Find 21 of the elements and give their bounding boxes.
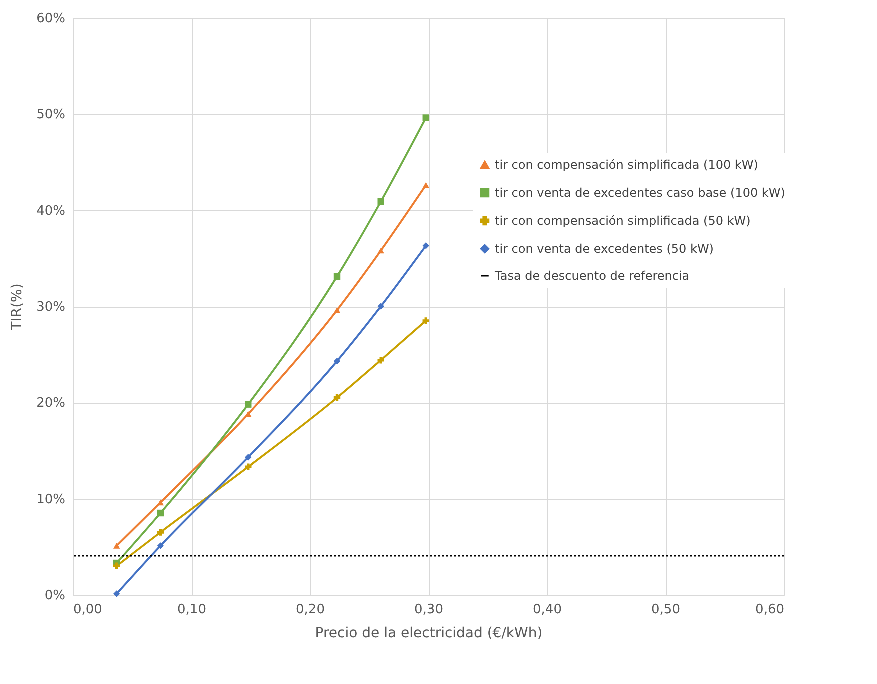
- x-tick-label: 0,00: [74, 602, 102, 618]
- y-tick-label: 30%: [36, 300, 66, 315]
- x-tick-label: 0,50: [652, 602, 680, 618]
- x-tick-label: 0,30: [414, 602, 444, 618]
- y-axis-title: TIR(%): [10, 284, 26, 332]
- y-tick-label: 10%: [36, 492, 66, 508]
- x-tick-label: 0,20: [296, 602, 325, 618]
- legend-label: tir con venta de excedentes caso base (100 kW): [495, 186, 786, 200]
- x-tick-label: 0,40: [533, 602, 562, 618]
- x-tick-label: 0,10: [178, 602, 206, 618]
- y-tick-label: 50%: [36, 108, 66, 123]
- x-axis-title: Precio de la electricidad (€/kWh): [315, 626, 543, 642]
- y-tick-label: 40%: [36, 204, 66, 219]
- y-tick-label: 20%: [36, 396, 66, 412]
- y-tick-label: 60%: [36, 12, 66, 26]
- legend-label: tir con compensación simplificada (100 kW): [495, 158, 758, 172]
- y-tick-label: 0%: [44, 588, 66, 604]
- legend-label: Tasa de descuento de referencia: [494, 269, 690, 283]
- legend-label: tir con compensación simplificada (50 kW): [495, 214, 751, 228]
- x-tick-label: 0,60: [756, 602, 784, 618]
- legend-label: tir con venta de excedentes (50 kW): [495, 242, 714, 256]
